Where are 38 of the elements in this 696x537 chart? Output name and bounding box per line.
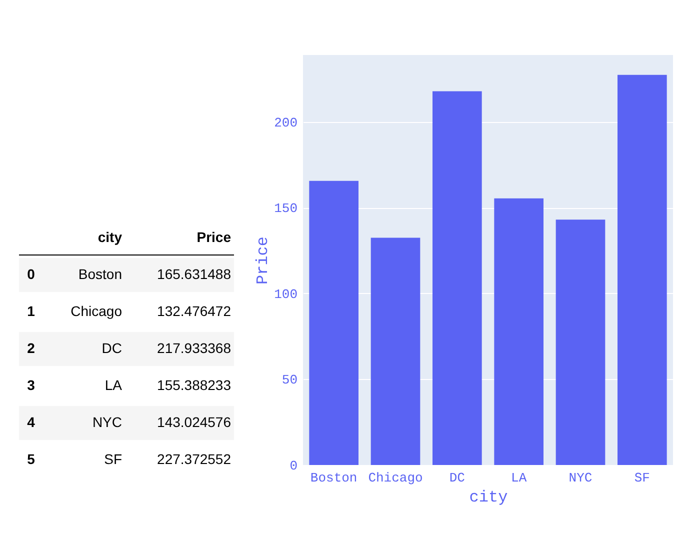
y2-tick-label: DC — [102, 340, 122, 356]
y2-axis-title: city — [98, 229, 122, 245]
data-label: 132.476472 — [157, 303, 232, 319]
y-axis-title: Price — [254, 236, 272, 285]
bar — [556, 220, 606, 465]
y2-tick-label: NYC — [92, 414, 122, 430]
y-tick-label: 0 — [27, 266, 36, 282]
bar — [494, 198, 544, 465]
data-label: 155.388233 — [157, 377, 232, 393]
data-label: 217.933368 — [157, 340, 232, 356]
x-tick-label: Chicago — [368, 470, 423, 486]
bar — [618, 74, 667, 465]
y-tick-label: 0 — [290, 458, 298, 474]
y-tick-label: 150 — [274, 201, 298, 216]
y-tick-label: 200 — [274, 115, 298, 130]
data-label: 227.372552 — [157, 451, 232, 467]
x-tick-label: NYC — [568, 470, 592, 486]
y-tick-label: 50 — [282, 372, 298, 388]
y-tick-label: 3 — [27, 377, 36, 393]
data-label: 143.024576 — [157, 414, 232, 430]
y2-tick-label: SF — [104, 451, 122, 467]
x-tick-label: DC — [449, 470, 466, 486]
y2-tick-label: Chicago — [70, 303, 122, 319]
y-tick-label: 1 — [27, 303, 36, 319]
bar — [309, 180, 358, 465]
y-tick-label: 4 — [27, 414, 36, 430]
x-axis-title: city — [469, 488, 508, 506]
x-tick-label: Boston — [310, 470, 358, 486]
x-tick-label: SF — [634, 470, 650, 486]
y2-tick-label: LA — [104, 377, 123, 393]
y-tick-label: 2 — [27, 340, 36, 356]
data-label: 165.631488 — [157, 266, 232, 282]
y-tick-label: 5 — [27, 451, 36, 467]
y-tick-label: 100 — [274, 286, 298, 302]
bar — [432, 91, 482, 465]
x-tick-label: LA — [511, 470, 527, 486]
y2-tick-label: Boston — [78, 266, 122, 282]
bar — [370, 238, 420, 465]
